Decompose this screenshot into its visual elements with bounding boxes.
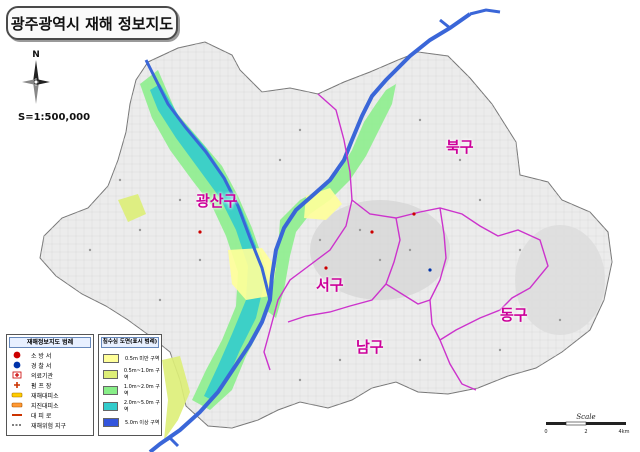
scale-bar-title: Scale [576, 413, 595, 421]
police-station-icon [11, 361, 23, 369]
legend-item-label: 2.0m~5.0m 구역 [123, 400, 160, 413]
scale-bar: Scale 0 2 4km [544, 413, 630, 435]
district-label-donggu: 동구 [500, 306, 528, 324]
legend-item-label: 재해대피소 [31, 392, 59, 400]
legend-item-label: 재해위험 지구 [31, 422, 67, 430]
legend-item-label: 의료기관 [31, 372, 54, 380]
legend-item: 의료기관 [7, 370, 93, 380]
hospital-icon [11, 371, 23, 379]
facility-legend-title: 재해정보지도 범례 [9, 337, 91, 348]
mountain-area [515, 225, 605, 335]
urban-core [310, 200, 450, 300]
scale-ratio: S=1:500,000 [18, 112, 91, 123]
legend-item: 0.5m 미만 구역 [99, 350, 161, 366]
south-river [159, 436, 180, 448]
flood-zone-yellow-1 [228, 248, 276, 300]
scale-tick: 4km [619, 429, 630, 435]
legend-item: 5.0m 이상 구역 [99, 414, 161, 430]
legend-item: 펌 프 장 [7, 380, 93, 390]
flood-zone-yellow-3 [118, 194, 146, 222]
scale-tick: 2 [584, 429, 587, 435]
pump-station-icon [11, 381, 23, 389]
legend-item: 재해위험 지구 [7, 420, 93, 430]
legend-item: 경 찰 서 [7, 360, 93, 370]
legend-item-label: 1.0m~2.0m 구역 [123, 384, 160, 397]
scale-tick: 0 [544, 429, 547, 435]
flood-depth-legend: 침수심 도면(표시 범례) 0.5m 미만 구역 0.5m~1.0m 구역 1.… [98, 334, 162, 436]
tributary-river [144, 59, 272, 301]
evacuation-route-icon [11, 411, 23, 419]
flood-swatch [103, 401, 118, 411]
legend-item-label: 경 찰 서 [31, 362, 52, 370]
legend-item: 0.5m~1.0m 구역 [99, 366, 161, 382]
legend-item-label: 0.5m 미만 구역 [125, 355, 160, 362]
hazard-zone-icon [11, 421, 23, 429]
earthquake-shelter-icon [11, 401, 23, 409]
legend-item-label: 소 방 서 [31, 352, 52, 360]
flood-zone-east [266, 84, 396, 318]
flood-zone-deep [150, 84, 264, 400]
flood-swatch [103, 417, 119, 427]
flood-zone-south [162, 356, 190, 440]
fire-station-icon [11, 351, 23, 359]
legend-item: 대 피 로 [7, 410, 93, 420]
district-label-gwangsangu: 광산구 [196, 192, 238, 210]
legend-item-label: 대 피 로 [31, 412, 52, 420]
flood-swatch [103, 369, 118, 379]
district-label-seogu: 서구 [316, 276, 344, 294]
map-title: 광주광역시 재해 정보지도 [6, 6, 178, 40]
north-label: N [32, 50, 40, 60]
legend-item-label: 0.5m~1.0m 구역 [123, 368, 160, 381]
district-boundaries [263, 93, 549, 391]
facility-legend: 재해정보지도 범례 소 방 서 경 찰 서 의료기관 펌 프 장 재해대피소 지… [6, 334, 94, 436]
main-river [148, 12, 472, 452]
district-label-bukgu: 북구 [446, 138, 474, 156]
legend-item: 2.0m~5.0m 구역 [99, 398, 161, 414]
flood-legend-title: 침수심 도면(표시 범례) [101, 337, 159, 348]
legend-item: 1.0m~2.0m 구역 [99, 382, 161, 398]
legend-item: 재해대피소 [7, 390, 93, 400]
river-branch [439, 8, 501, 30]
legend-item: 소 방 서 [7, 350, 93, 360]
legend-item-label: 5.0m 이상 구역 [125, 419, 160, 426]
flood-swatch [103, 353, 119, 363]
north-arrow-icon: N [22, 50, 50, 104]
district-label-namgu: 남구 [356, 338, 384, 356]
place-markers [88, 118, 562, 382]
facility-markers [198, 212, 432, 272]
shelter-icon [11, 391, 23, 399]
flood-swatch [103, 385, 118, 395]
legend-item-label: 펌 프 장 [31, 382, 52, 390]
legend-item: 지진대피소 [7, 400, 93, 410]
legend-item-label: 지진대피소 [31, 402, 59, 410]
